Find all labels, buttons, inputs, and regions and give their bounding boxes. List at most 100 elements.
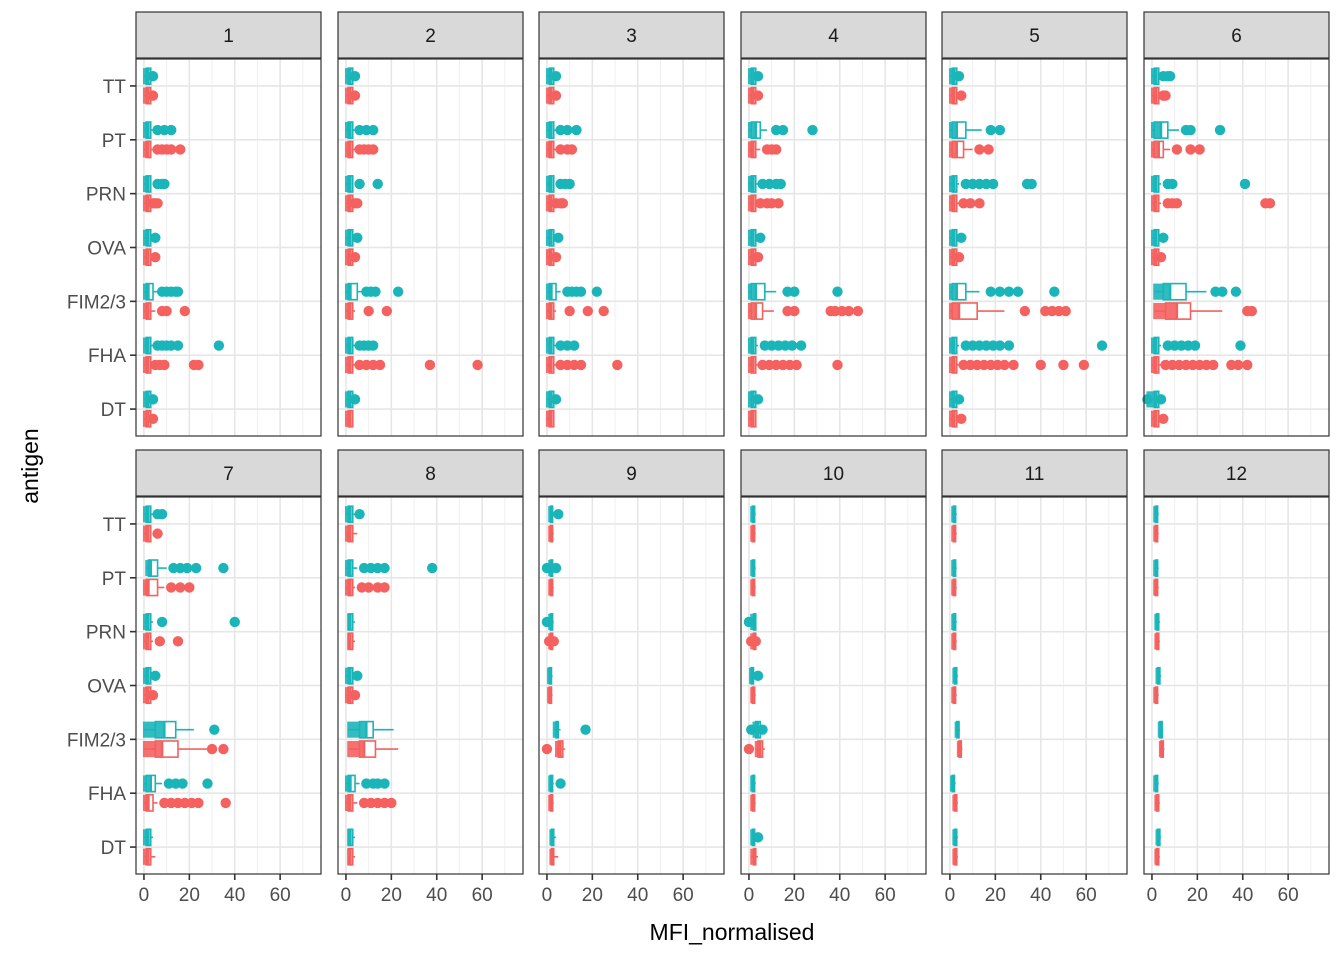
outlier-point (557, 198, 569, 209)
boxplot-teal-PT (747, 121, 818, 139)
box-core (954, 721, 959, 738)
box-core (747, 195, 755, 212)
boxplot-teal-OVA (142, 666, 161, 685)
boxplot-red-FIM2-3 (1153, 302, 1258, 320)
box-core (142, 721, 166, 738)
boxplot-red-PT (142, 578, 195, 597)
boxplot-teal-PRN (541, 613, 554, 631)
box-core (142, 175, 150, 193)
outlier-point (974, 144, 985, 155)
box-core (545, 337, 553, 354)
panel-border (538, 496, 725, 875)
outlier-point (1194, 144, 1205, 155)
box-core (344, 687, 352, 704)
boxplot-red-PT (1150, 140, 1205, 159)
outlier-point (575, 359, 587, 371)
box-core (142, 794, 150, 811)
outlier-point (807, 124, 818, 136)
outlier-point (550, 71, 562, 82)
outlier-point (147, 394, 159, 405)
boxplot-red-DT (1154, 847, 1160, 866)
outlier-point (154, 636, 166, 647)
outlier-point (773, 198, 784, 209)
x-tick-label: 40 (224, 885, 245, 906)
box-core (142, 229, 150, 246)
outlier-point (165, 124, 177, 136)
panel-border (1143, 58, 1330, 437)
box-core (1153, 579, 1158, 596)
outlier-point (1185, 144, 1196, 155)
outlier-point (541, 562, 553, 574)
outlier-point (1246, 305, 1258, 317)
boxplot-teal-TT (545, 67, 562, 86)
box-core (948, 68, 956, 85)
facet-strip (337, 11, 524, 59)
box-core (747, 283, 757, 300)
outlier-point (1235, 340, 1246, 351)
outlier-point (379, 778, 390, 789)
box-core (344, 283, 352, 300)
outlier-point (179, 305, 191, 317)
boxplot-red-PRN (1154, 632, 1160, 651)
boxplot-red-FHA (142, 356, 204, 374)
box-core (747, 87, 755, 104)
box-core (142, 337, 150, 354)
outlier-point (777, 124, 789, 136)
outlier-point (352, 670, 363, 682)
boxplot-teal-DT (347, 828, 356, 847)
facet-panel-9: 9 0 20 40 60 (538, 449, 725, 906)
outlier-point (379, 562, 390, 574)
boxplot-teal-OVA (344, 666, 363, 685)
boxplot-red-TT (142, 524, 163, 543)
box-core (344, 525, 352, 542)
boxplot-red-OVA (1153, 686, 1159, 705)
box-core (344, 141, 352, 158)
boxplot-teal-PT (541, 559, 562, 577)
y-tick-label: FHA (88, 784, 126, 805)
x-tick-label: 40 (829, 885, 850, 906)
boxplot-teal-PRN (948, 175, 1037, 193)
outlier-point (1185, 124, 1196, 136)
box-core (750, 687, 755, 704)
boxplot-teal-FHA (344, 336, 379, 355)
box-core (1154, 848, 1159, 865)
boxplot-teal-PT (948, 121, 1006, 139)
box-core (1154, 633, 1159, 650)
outlier-point (202, 778, 213, 789)
boxplot-teal-PRN (743, 613, 757, 631)
outlier-point (220, 797, 231, 809)
panel-border (941, 496, 1128, 875)
boxplot-teal-FIM2-3 (1157, 720, 1164, 739)
box-core (142, 283, 150, 300)
boxplot-teal-PRN (347, 613, 356, 631)
x-tick-label: 20 (1187, 885, 1208, 906)
boxplot-teal-TT (948, 67, 965, 86)
outlier-point (363, 305, 374, 317)
outlier-point (370, 286, 381, 297)
outlier-point (147, 90, 159, 101)
box-core (344, 229, 352, 246)
boxplot-red-PT (951, 578, 957, 597)
facet-panel-10: 10 0 20 40 60 (740, 449, 927, 906)
box-core (951, 506, 956, 523)
box-core (548, 525, 553, 542)
x-tick-label: 0 (341, 885, 352, 906)
boxplot-red-PRN (142, 632, 184, 651)
box-core (1154, 613, 1159, 631)
box-core (142, 122, 150, 139)
facet-panel-12: 12 0 20 40 60 (1143, 449, 1330, 906)
y-tick-label: FHA (88, 346, 126, 367)
outlier-point (218, 562, 229, 574)
boxplot-red-FHA (952, 794, 958, 812)
outlier-point (553, 509, 564, 520)
boxplot-teal-FHA (750, 774, 756, 793)
panel-border (740, 58, 927, 437)
box-core (747, 410, 755, 427)
box-core (145, 560, 152, 577)
box-core (142, 356, 150, 373)
outlier-point (752, 832, 764, 843)
box-core (948, 391, 956, 408)
boxplot-red-FHA (344, 794, 397, 812)
outlier-point (177, 778, 188, 789)
outlier-point (352, 198, 363, 209)
